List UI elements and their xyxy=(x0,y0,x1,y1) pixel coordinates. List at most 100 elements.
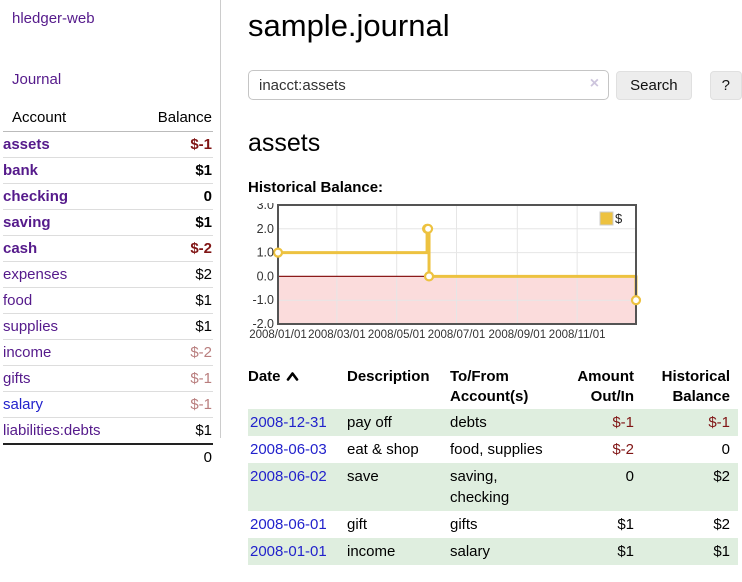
transaction-accounts: gifts xyxy=(450,516,478,533)
app-brand-link[interactable]: hledger-web xyxy=(12,10,95,27)
register-header-date[interactable]: Date xyxy=(248,365,347,409)
account-row: bank $1 xyxy=(3,157,213,184)
register-header-description: Description xyxy=(347,368,430,385)
account-balance: $-2 xyxy=(129,339,213,366)
transaction-description: gift xyxy=(347,516,368,533)
transaction-date-link[interactable]: 2008-01-01 xyxy=(250,543,327,560)
account-balance: 0 xyxy=(129,183,213,210)
sidebar: hledger-web Journal Account Balance asse… xyxy=(0,0,221,470)
y-axis-tick-label: 0.0 xyxy=(257,269,274,283)
tofrom-header-line2: Account(s) xyxy=(450,387,529,405)
register-header-row: Date Description To/From Account(s) Amoun… xyxy=(248,365,738,409)
balance-header-line1: Historical xyxy=(661,368,730,385)
amount-header-line1: Amount xyxy=(577,368,634,385)
account-balance: $1 xyxy=(129,313,213,340)
account-row: checking 0 xyxy=(3,183,213,210)
transaction-description: eat & shop xyxy=(347,441,419,458)
register-header-amount: Amount Out/In xyxy=(562,365,642,409)
x-axis-tick-label: 2008/09/01 xyxy=(489,329,547,341)
transaction-row: 2008-06-02 save saving, checking 0 $2 xyxy=(248,463,738,511)
account-row: assets $-1 xyxy=(3,132,213,158)
page-title: sample.journal xyxy=(248,8,450,43)
accounts-header-balance: Balance xyxy=(129,104,213,132)
account-link-checking[interactable]: checking xyxy=(3,188,69,205)
account-balance: $1 xyxy=(129,209,213,236)
account-link-salary[interactable]: salary xyxy=(3,396,44,413)
transaction-amount: $-1 xyxy=(562,409,642,436)
transaction-date-link[interactable]: 2008-06-02 xyxy=(250,468,327,485)
account-row: salary $-1 xyxy=(3,391,213,418)
transaction-description: pay off xyxy=(347,409,450,436)
account-link-saving[interactable]: saving xyxy=(3,214,51,231)
legend-swatch xyxy=(599,211,614,226)
x-axis-tick-label: 2008/01/01 xyxy=(249,329,307,341)
accounts-total-row: 0 xyxy=(3,443,213,470)
account-link-liabilities-debts[interactable]: liabilities:debts xyxy=(3,422,101,439)
transaction-accounts: food, supplies xyxy=(450,441,543,458)
transaction-description: save xyxy=(347,463,450,511)
register-header-balance: Historical Balance xyxy=(642,365,738,409)
account-row: income $-2 xyxy=(3,339,213,366)
search-row: × Search ? xyxy=(248,70,742,100)
transaction-amount: $1 xyxy=(617,516,634,533)
transaction-balance: $2 xyxy=(713,516,730,533)
y-axis-tick-label: 1.0 xyxy=(257,246,274,260)
account-row: cash $-2 xyxy=(3,235,213,262)
historical-balance-chart: $3.0 2.0 1.0 0.0 -1.0 -2.0 2008/01/01 2008/03/0… xyxy=(248,198,642,343)
x-axis-tick-label: 2008/11/01 xyxy=(549,329,606,341)
account-link-gifts[interactable]: gifts xyxy=(3,370,31,387)
account-link-bank[interactable]: bank xyxy=(3,162,39,179)
search-input[interactable] xyxy=(248,70,610,100)
account-balance: $-1 xyxy=(129,365,213,392)
help-button[interactable]: ? xyxy=(709,70,742,100)
transaction-date-link[interactable]: 2008-06-01 xyxy=(250,516,327,533)
legend-label: $ xyxy=(615,211,623,226)
x-axis-tick-label: 2008/05/01 xyxy=(368,329,426,341)
account-row: liabilities:debts $1 xyxy=(3,417,213,444)
sidebar-item-journal[interactable]: Journal xyxy=(12,71,62,88)
account-link-food[interactable]: food xyxy=(3,292,33,309)
account-balance: $2 xyxy=(129,261,213,288)
account-balance: $-2 xyxy=(129,235,213,262)
account-link-supplies[interactable]: supplies xyxy=(3,318,59,335)
chart-heading: Historical Balance: xyxy=(248,179,384,196)
search-button[interactable]: Search xyxy=(616,70,692,100)
account-link-income[interactable]: income xyxy=(3,344,52,361)
transaction-accounts: salary xyxy=(450,538,562,565)
y-axis-tick-label: -2.0 xyxy=(252,317,274,331)
transaction-amount: $1 xyxy=(562,538,642,565)
account-balance: $-1 xyxy=(129,391,213,418)
account-balance: $1 xyxy=(129,287,213,314)
account-balance: $1 xyxy=(129,417,213,444)
account-balance: $1 xyxy=(129,157,213,184)
transaction-date-link[interactable]: 2008-06-03 xyxy=(250,441,327,458)
transaction-row: 2008-01-01 income salary $1 $1 xyxy=(248,538,738,565)
account-link-cash[interactable]: cash xyxy=(3,240,38,257)
transaction-description: income xyxy=(347,538,450,565)
transaction-balance: $-1 xyxy=(642,409,738,436)
amount-header-line2: Out/In xyxy=(590,387,634,405)
transaction-balance: $1 xyxy=(642,538,738,565)
y-axis-tick-label: 2.0 xyxy=(257,222,274,236)
accounts-header-row: Account Balance xyxy=(3,104,213,132)
account-row: gifts $-1 xyxy=(3,365,213,392)
balance-header-line2: Balance xyxy=(672,387,730,405)
account-row: saving $1 xyxy=(3,209,213,236)
account-balance: $-1 xyxy=(190,136,212,153)
accounts-table: Account Balance assets $-1 bank $1 checking 0… xyxy=(3,104,213,470)
transaction-row: 2008-12-31 pay off debts $-1 $-1 xyxy=(248,409,738,436)
account-link-assets[interactable]: assets xyxy=(3,136,50,153)
account-link-expenses[interactable]: expenses xyxy=(3,266,68,283)
date-header-label: Date xyxy=(248,368,281,385)
transaction-accounts: debts xyxy=(450,409,562,436)
transaction-date-link[interactable]: 2008-12-31 xyxy=(250,414,327,431)
x-axis-tick-label: 2008/03/01 xyxy=(308,329,366,341)
account-row: supplies $1 xyxy=(3,313,213,340)
transaction-balance: $2 xyxy=(642,463,738,511)
account-row: food $1 xyxy=(3,287,213,314)
sort-ascending-icon xyxy=(286,367,299,387)
transaction-accounts: saving, checking xyxy=(450,463,562,511)
transaction-row: 2008-06-03 eat & shop food, supplies $-2 0 xyxy=(248,436,738,463)
register-header-tofrom: To/From Account(s) xyxy=(450,365,562,409)
clear-search-icon[interactable]: × xyxy=(589,75,600,92)
